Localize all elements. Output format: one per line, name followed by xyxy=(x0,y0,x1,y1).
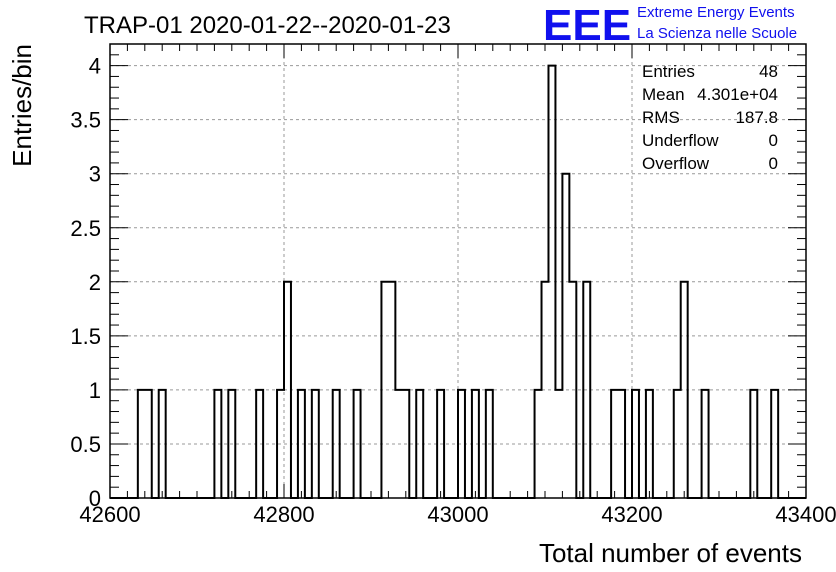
histogram-bin xyxy=(228,390,235,498)
histogram-bin xyxy=(458,390,465,498)
stats-value: 4.301e+04 xyxy=(697,85,778,104)
histogram-bin xyxy=(750,390,757,498)
histogram-bin xyxy=(646,390,653,498)
stats-box: Entries 48 Mean 4.301e+04 RMS 187.8 Underflow 0… xyxy=(642,62,778,173)
histogram-bin xyxy=(542,282,549,498)
histogram-bin xyxy=(569,282,576,498)
histogram-bin xyxy=(437,390,444,498)
x-tick-label: 43400 xyxy=(775,502,836,527)
y-axis-title: Entries/bin xyxy=(7,44,37,167)
axis-ticks xyxy=(109,43,807,499)
y-tick-label: 3.5 xyxy=(70,108,101,133)
histogram-bin xyxy=(562,174,569,498)
logo-mark: EEE xyxy=(543,1,631,50)
x-tick-label: 43200 xyxy=(601,502,662,527)
histogram-bin xyxy=(486,390,493,498)
histogram-bin xyxy=(159,390,166,498)
y-tick-label: 1 xyxy=(89,378,101,403)
stats-value: 48 xyxy=(759,62,778,81)
y-tick-label: 0 xyxy=(89,486,101,511)
histogram-bin xyxy=(618,390,625,498)
chart-title: TRAP-01 2020-01-22--2020-01-23 xyxy=(84,12,451,39)
stats-value: 0 xyxy=(769,131,778,150)
histogram-bin xyxy=(256,390,263,498)
histogram-bin xyxy=(354,390,361,498)
histogram-bin xyxy=(402,390,409,498)
y-tick-label: 4 xyxy=(89,54,101,79)
stats-label: RMS xyxy=(642,108,680,127)
x-axis-tick-labels: 42600 42800 43000 43200 43400 xyxy=(79,502,836,527)
histogram-bin xyxy=(548,66,555,498)
histogram-bin xyxy=(138,390,145,498)
histogram-bin xyxy=(555,390,562,498)
stats-label: Entries xyxy=(642,62,695,81)
histogram-bin xyxy=(771,390,778,498)
stats-value: 187.8 xyxy=(735,108,778,127)
histogram-bin xyxy=(381,282,388,498)
histogram-bin xyxy=(681,282,688,498)
histogram-bin xyxy=(277,390,284,498)
stats-label: Underflow xyxy=(642,131,719,150)
y-tick-label: 3 xyxy=(89,162,101,187)
logo-line1: Extreme Energy Events xyxy=(637,4,795,21)
histogram-bin xyxy=(395,390,402,498)
stats-label: Mean xyxy=(642,85,685,104)
x-tick-label: 43000 xyxy=(427,502,488,527)
histogram-bin xyxy=(702,390,709,498)
histogram-bin xyxy=(472,390,479,498)
histogram-bin xyxy=(145,390,152,498)
histogram-bin xyxy=(611,390,618,498)
y-tick-label: 2.5 xyxy=(70,216,101,241)
histogram-bin xyxy=(535,390,542,498)
histogram-bin xyxy=(583,282,590,498)
y-tick-label: 2 xyxy=(89,270,101,295)
stats-label: Overflow xyxy=(642,154,710,173)
histogram-bin xyxy=(416,390,423,498)
y-tick-label: 1.5 xyxy=(70,324,101,349)
histogram-outline xyxy=(110,64,806,499)
histogram-bin xyxy=(388,282,395,498)
histogram-bin xyxy=(298,390,305,498)
histogram-bin xyxy=(214,390,221,498)
x-tick-label: 42800 xyxy=(253,502,314,527)
eee-logo: EEE Extreme Energy Events La Scienza nel… xyxy=(543,1,797,50)
histogram-bin xyxy=(312,390,319,498)
histogram-bin xyxy=(333,390,340,498)
x-axis-title: Total number of events xyxy=(539,538,802,568)
stats-value: 0 xyxy=(769,154,778,173)
x-tick-label: 42600 xyxy=(79,502,140,527)
histogram-bin xyxy=(674,390,681,498)
histogram-bin xyxy=(284,282,291,498)
y-tick-label: 0.5 xyxy=(70,432,101,457)
logo-line2: La Scienza nelle Scuole xyxy=(637,25,797,42)
histogram-bin xyxy=(632,390,639,498)
y-axis-tick-labels: 0 0.5 1 1.5 2 2.5 3 3.5 4 xyxy=(70,54,101,511)
